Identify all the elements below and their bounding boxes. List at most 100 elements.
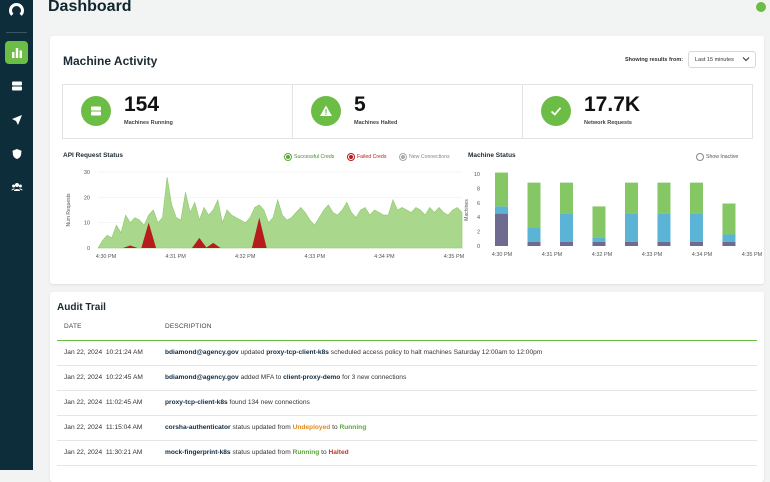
actor-link[interactable]: corsha-authenticator (165, 424, 231, 431)
x-tick-label: 4:31 PM (165, 254, 186, 260)
check-icon (541, 96, 571, 126)
actor-link[interactable]: mock-fingerprint-k8s (165, 449, 231, 456)
x-tick-label: 4:30 PM (96, 254, 117, 260)
server-icon (11, 81, 22, 90)
x-tick-label: 4:33 PM (305, 254, 326, 260)
target-link[interactable]: proxy-tcp-client-k8s (266, 349, 329, 356)
toggle-label: Show Inactive (706, 154, 739, 160)
legend-failed[interactable]: Failed Creds (347, 153, 386, 161)
bar-segment-green (527, 182, 541, 228)
bar-segment-purple (592, 241, 606, 246)
stat-value: 154 (124, 93, 160, 116)
x-tick-label: 4:32 PM (235, 254, 256, 260)
legend-dot (399, 153, 407, 161)
x-tick-label: 4:35 PM (742, 252, 762, 258)
table-row[interactable]: Jan 22, 2024 11:15:04 AM corsha-authenti… (57, 416, 757, 441)
y-tick-label: 0 (477, 244, 480, 250)
table-row[interactable]: Jan 22, 2024 11:02:45 AM proxy-tcp-clien… (57, 391, 757, 416)
series-failed-creds-spike (122, 245, 138, 248)
x-tick-label: 4:30 PM (492, 252, 513, 258)
sidebar-item-machines[interactable] (5, 74, 28, 97)
series-failed-creds-spike (251, 217, 267, 248)
show-inactive-toggle[interactable]: Show Inactive (696, 153, 738, 161)
status-from: Running (292, 449, 320, 456)
sidebar-item-security[interactable] (5, 142, 28, 165)
stat-network-requests: 17.7K Network Requests (523, 85, 752, 138)
y-tick-label: 4 (477, 215, 480, 221)
x-tick-label: 4:33 PM (642, 252, 663, 258)
table-row[interactable]: Jan 22, 2024 11:30:21 AM mock-fingerprin… (57, 441, 757, 466)
row-date: Jan 22, 2024 10:21:24 AM (64, 349, 143, 356)
row-description: bdiamond@agency.gov updated proxy-tcp-cl… (165, 349, 543, 356)
range-label: Showing results from: (625, 57, 684, 63)
bar-segment-green (722, 203, 736, 235)
y-tick-label: 10 (474, 172, 480, 178)
chevron-down-icon (742, 57, 750, 62)
y-axis-label: Num Requests (66, 193, 72, 227)
page-title: Dashboard (48, 0, 132, 15)
sidebar-item-users[interactable] (5, 175, 28, 198)
users-icon (11, 182, 22, 191)
stat-value: 17.7K (584, 93, 641, 116)
y-tick-label: 20 (84, 195, 90, 201)
bar-segment-blue (559, 213, 573, 242)
sidebar-divider (6, 32, 27, 33)
logo-icon[interactable] (9, 3, 24, 18)
y-tick-label: 30 (84, 170, 90, 176)
table-row[interactable]: Jan 22, 2024 10:21:24 AM bdiamond@agency… (57, 341, 757, 366)
legend-successful[interactable]: Successful Creds (284, 153, 334, 161)
y-tick-label: 10 (84, 221, 90, 227)
bar-segment-purple (495, 213, 508, 246)
actor-link[interactable]: bdiamond@agency.gov (165, 374, 239, 381)
warning-icon (311, 96, 341, 126)
bar-segment-blue (624, 213, 638, 242)
bar-segment-blue (495, 206, 508, 214)
audit-title: Audit Trail (57, 302, 106, 313)
legend-new-connections[interactable]: New Connections (399, 153, 450, 161)
x-tick-label: 4:31 PM (542, 252, 563, 258)
time-range-select[interactable]: Last 15 minutes (688, 51, 756, 68)
bar-segment-blue (657, 213, 671, 242)
actor-link[interactable]: proxy-tcp-client-k8s (165, 399, 228, 406)
y-tick-label: 6 (477, 201, 480, 207)
row-description: proxy-tcp-client-k8s found 134 new conne… (165, 399, 310, 406)
server-icon (81, 96, 111, 126)
bar-segment-green (559, 182, 573, 214)
series-failed-creds-spike (141, 222, 157, 248)
sidebar-item-requests[interactable] (5, 108, 28, 131)
bar-segment-blue (722, 234, 736, 242)
row-date: Jan 22, 2024 10:22:45 AM (64, 374, 143, 381)
legend-label: New Connections (409, 154, 450, 160)
status-to: Halted (328, 449, 349, 456)
row-description: corsha-authenticator status updated from… (165, 424, 367, 431)
bar-segment-green (624, 182, 638, 214)
bar-segment-purple (527, 241, 541, 246)
legend-label: Successful Creds (294, 154, 335, 160)
stat-label: Network Requests (584, 120, 632, 126)
bar-segment-green (592, 206, 606, 238)
target-link[interactable]: client-proxy-demo (283, 374, 341, 381)
bar-chart-icon (11, 47, 22, 58)
row-description: bdiamond@agency.gov added MFA to client-… (165, 374, 407, 381)
actor-link[interactable]: bdiamond@agency.gov (165, 349, 239, 356)
x-tick-label: 4:32 PM (592, 252, 613, 258)
bar-segment-green (657, 182, 671, 214)
sidebar-item-dashboard[interactable] (5, 41, 28, 64)
machine-activity-title: Machine Activity (63, 54, 158, 68)
bar-segment-purple (657, 241, 671, 246)
table-row[interactable]: Jan 22, 2024 10:22:45 AM bdiamond@agency… (57, 366, 757, 391)
toggle-dot (696, 153, 704, 161)
header-divider (57, 340, 757, 341)
y-axis-label: Machines (464, 199, 470, 221)
time-range-value: Last 15 minutes (695, 57, 734, 63)
x-tick-label: 4:34 PM (374, 254, 395, 260)
bar-segment-purple (722, 241, 736, 246)
y-tick-label: 0 (87, 246, 90, 252)
series-failed-creds-spike (205, 242, 221, 248)
y-tick-label: 2 (477, 230, 480, 236)
bar-segment-purple (559, 241, 573, 246)
legend-dot (284, 153, 292, 161)
avatar[interactable] (756, 2, 766, 12)
bar-segment-purple (624, 241, 638, 246)
stat-machines-halted: 5 Machines Halted (293, 85, 523, 138)
